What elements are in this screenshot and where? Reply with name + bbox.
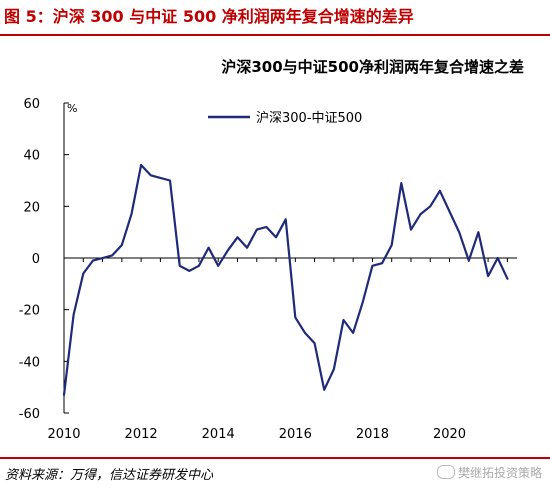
- x-tick-label: 2018: [356, 427, 389, 442]
- chart-axes: 60 40 20 0 -20 -40 -60% 2010 2012 2014 2016 2018 202…: [19, 97, 517, 442]
- source-note: 资料来源：万得，信达证券研发中心: [5, 468, 214, 483]
- x-tick-label: 2012: [125, 427, 158, 442]
- footer-rule: [0, 457, 550, 459]
- y-tick-label: 40: [23, 149, 40, 164]
- y-tick-label: -40: [19, 355, 40, 370]
- figure-title: 图 5：沪深 300 与中证 500 净利润两年复合增速的差异: [4, 7, 414, 26]
- y-tick-label: -60: [19, 407, 40, 422]
- watermark-text: 樊继拓投资策略: [457, 466, 542, 480]
- legend-label: 沪深300-中证500: [256, 110, 362, 126]
- y-tick-label: -20: [19, 304, 40, 319]
- x-tick-label: 2010: [47, 427, 80, 442]
- chart-legend: 沪深300-中证500: [208, 110, 362, 126]
- y-tick-label: 20: [23, 200, 40, 215]
- x-tick-label: 2016: [279, 427, 312, 442]
- x-tick-label: 2014: [202, 427, 235, 442]
- watermark: 樊继拓投资策略: [436, 464, 542, 481]
- wechat-icon: [436, 465, 455, 479]
- series-line: [62, 163, 509, 396]
- title-rule: [0, 34, 550, 36]
- y-tick-label: 60: [23, 97, 40, 112]
- chart-title: 沪深300与中证500净利润两年复合增速之差: [221, 58, 524, 76]
- y-tick-label: 0: [32, 252, 40, 267]
- x-tick-label: 2020: [433, 427, 466, 442]
- y-unit-label: %: [67, 102, 77, 115]
